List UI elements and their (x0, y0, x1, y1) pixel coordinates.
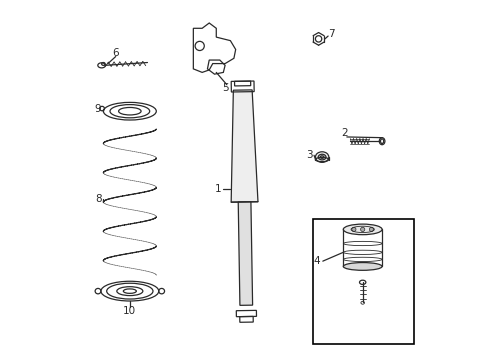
Bar (313, 219, 413, 344)
Text: 6: 6 (112, 48, 119, 58)
Circle shape (368, 227, 373, 231)
Text: 2: 2 (341, 129, 347, 139)
Text: 4: 4 (312, 256, 319, 266)
Ellipse shape (315, 152, 328, 162)
Text: 3: 3 (306, 150, 312, 160)
Text: 7: 7 (327, 28, 334, 39)
Polygon shape (231, 90, 258, 202)
Text: 9: 9 (95, 104, 101, 114)
Text: 1: 1 (214, 184, 221, 194)
Polygon shape (238, 202, 252, 305)
Circle shape (351, 227, 355, 231)
Text: 8: 8 (95, 194, 101, 204)
Text: 5: 5 (222, 83, 228, 93)
Ellipse shape (343, 224, 381, 235)
Ellipse shape (343, 262, 381, 270)
Circle shape (360, 227, 364, 231)
Ellipse shape (318, 154, 325, 160)
Text: 10: 10 (123, 306, 136, 315)
